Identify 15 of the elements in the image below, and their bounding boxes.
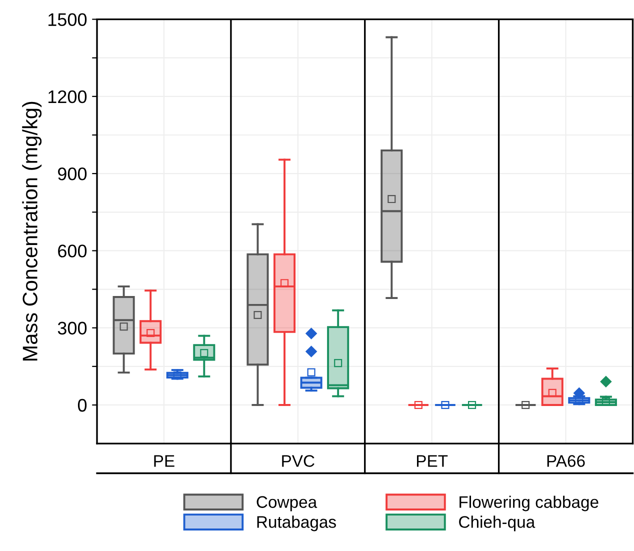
y-tick-label: 900 — [58, 168, 87, 180]
legend-label: Chieh-qua — [459, 516, 536, 532]
legend-label: Rutabagas — [257, 516, 336, 532]
legend-label: Cowpea — [256, 496, 318, 512]
y-tick-label: 300 — [58, 322, 87, 335]
x-tick-label: PVC — [282, 455, 314, 467]
y-tick-label: 600 — [58, 244, 87, 258]
legend-label: Flowering cabbage — [460, 496, 598, 512]
y-axis-title: Mass Concentration (mg/kg) — [22, 102, 42, 361]
x-tick-label: PET — [416, 455, 448, 467]
y-tick-label: 1200 — [48, 90, 87, 104]
y-tick-label: 1500 — [48, 13, 87, 26]
x-tick-label: PA66 — [547, 455, 585, 467]
y-tick-label: 0 — [78, 398, 87, 412]
x-tick-label: PE — [154, 455, 174, 467]
